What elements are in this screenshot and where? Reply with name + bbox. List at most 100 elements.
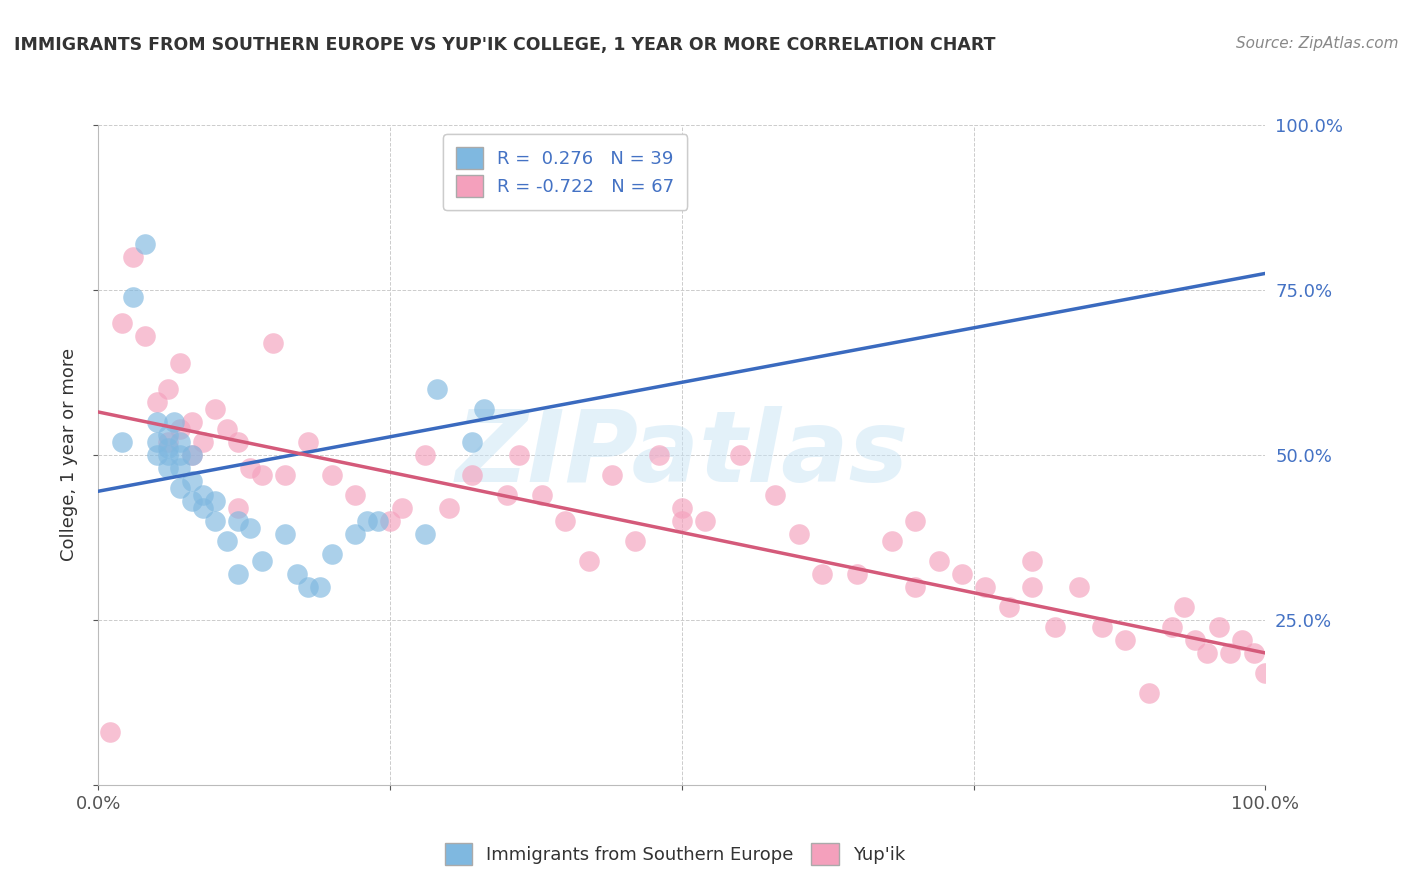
Point bbox=[134, 329, 156, 343]
Y-axis label: College, 1 year or more: College, 1 year or more bbox=[59, 349, 77, 561]
Point bbox=[344, 527, 367, 541]
Point bbox=[169, 448, 191, 462]
Point bbox=[122, 250, 145, 264]
Point bbox=[904, 580, 927, 594]
Point bbox=[228, 434, 250, 449]
Point bbox=[671, 500, 693, 515]
Point bbox=[169, 481, 191, 495]
Point bbox=[1230, 632, 1253, 647]
Point bbox=[157, 442, 180, 456]
Point bbox=[1254, 665, 1277, 680]
Point bbox=[134, 236, 156, 251]
Point bbox=[846, 566, 869, 581]
Point bbox=[193, 434, 215, 449]
Point bbox=[180, 415, 202, 429]
Point bbox=[344, 487, 367, 501]
Point bbox=[180, 494, 202, 508]
Text: Source: ZipAtlas.com: Source: ZipAtlas.com bbox=[1236, 36, 1399, 51]
Point bbox=[169, 421, 191, 435]
Point bbox=[1021, 580, 1043, 594]
Text: IMMIGRANTS FROM SOUTHERN EUROPE VS YUP'IK COLLEGE, 1 YEAR OR MORE CORRELATION CH: IMMIGRANTS FROM SOUTHERN EUROPE VS YUP'I… bbox=[14, 36, 995, 54]
Point bbox=[928, 553, 950, 567]
Point bbox=[228, 500, 250, 515]
Point bbox=[950, 566, 973, 581]
Point bbox=[1208, 619, 1230, 633]
Point bbox=[309, 580, 332, 594]
Point bbox=[472, 401, 495, 416]
Point bbox=[180, 475, 202, 489]
Point bbox=[180, 448, 202, 462]
Point bbox=[98, 725, 121, 739]
Point bbox=[262, 335, 284, 350]
Point bbox=[169, 461, 191, 475]
Point bbox=[811, 566, 834, 581]
Point bbox=[997, 599, 1019, 614]
Point bbox=[1021, 553, 1043, 567]
Point bbox=[274, 527, 297, 541]
Point bbox=[157, 382, 180, 396]
Point bbox=[600, 467, 623, 482]
Point bbox=[974, 580, 997, 594]
Point bbox=[204, 514, 226, 528]
Point bbox=[193, 487, 215, 501]
Point bbox=[730, 448, 752, 462]
Point bbox=[763, 487, 786, 501]
Text: ZIPatlas: ZIPatlas bbox=[456, 407, 908, 503]
Point bbox=[297, 580, 319, 594]
Legend: Immigrants from Southern Europe, Yup'ik: Immigrants from Southern Europe, Yup'ik bbox=[436, 834, 914, 874]
Point bbox=[250, 553, 273, 567]
Point bbox=[111, 316, 134, 330]
Point bbox=[904, 514, 927, 528]
Point bbox=[1091, 619, 1114, 633]
Point bbox=[193, 500, 215, 515]
Point bbox=[880, 533, 903, 548]
Point bbox=[321, 547, 343, 561]
Point bbox=[146, 395, 169, 409]
Point bbox=[163, 415, 186, 429]
Point bbox=[1243, 646, 1265, 660]
Point bbox=[215, 533, 238, 548]
Point bbox=[1137, 685, 1160, 699]
Point bbox=[391, 500, 413, 515]
Point bbox=[413, 448, 436, 462]
Point bbox=[624, 533, 647, 548]
Point bbox=[157, 434, 180, 449]
Point bbox=[367, 514, 389, 528]
Point bbox=[228, 514, 250, 528]
Point bbox=[695, 514, 717, 528]
Point bbox=[239, 520, 262, 534]
Point bbox=[146, 434, 169, 449]
Point bbox=[321, 467, 343, 482]
Point bbox=[250, 467, 273, 482]
Point bbox=[204, 401, 226, 416]
Point bbox=[380, 514, 402, 528]
Point bbox=[157, 461, 180, 475]
Point bbox=[169, 434, 191, 449]
Point bbox=[180, 448, 202, 462]
Point bbox=[204, 494, 226, 508]
Point bbox=[461, 434, 484, 449]
Point bbox=[169, 355, 191, 369]
Point bbox=[530, 487, 553, 501]
Point bbox=[146, 415, 169, 429]
Point bbox=[1184, 632, 1206, 647]
Point bbox=[297, 434, 319, 449]
Point bbox=[461, 467, 484, 482]
Point bbox=[228, 566, 250, 581]
Point bbox=[239, 461, 262, 475]
Point bbox=[274, 467, 297, 482]
Point bbox=[1114, 632, 1136, 647]
Point bbox=[578, 553, 600, 567]
Point bbox=[787, 527, 810, 541]
Point bbox=[157, 448, 180, 462]
Point bbox=[1161, 619, 1184, 633]
Legend: R =  0.276   N = 39, R = -0.722   N = 67: R = 0.276 N = 39, R = -0.722 N = 67 bbox=[443, 134, 688, 210]
Point bbox=[413, 527, 436, 541]
Point bbox=[157, 428, 180, 442]
Point bbox=[356, 514, 378, 528]
Point bbox=[554, 514, 576, 528]
Point bbox=[1195, 646, 1218, 660]
Point bbox=[647, 448, 669, 462]
Point bbox=[122, 289, 145, 303]
Point bbox=[146, 448, 169, 462]
